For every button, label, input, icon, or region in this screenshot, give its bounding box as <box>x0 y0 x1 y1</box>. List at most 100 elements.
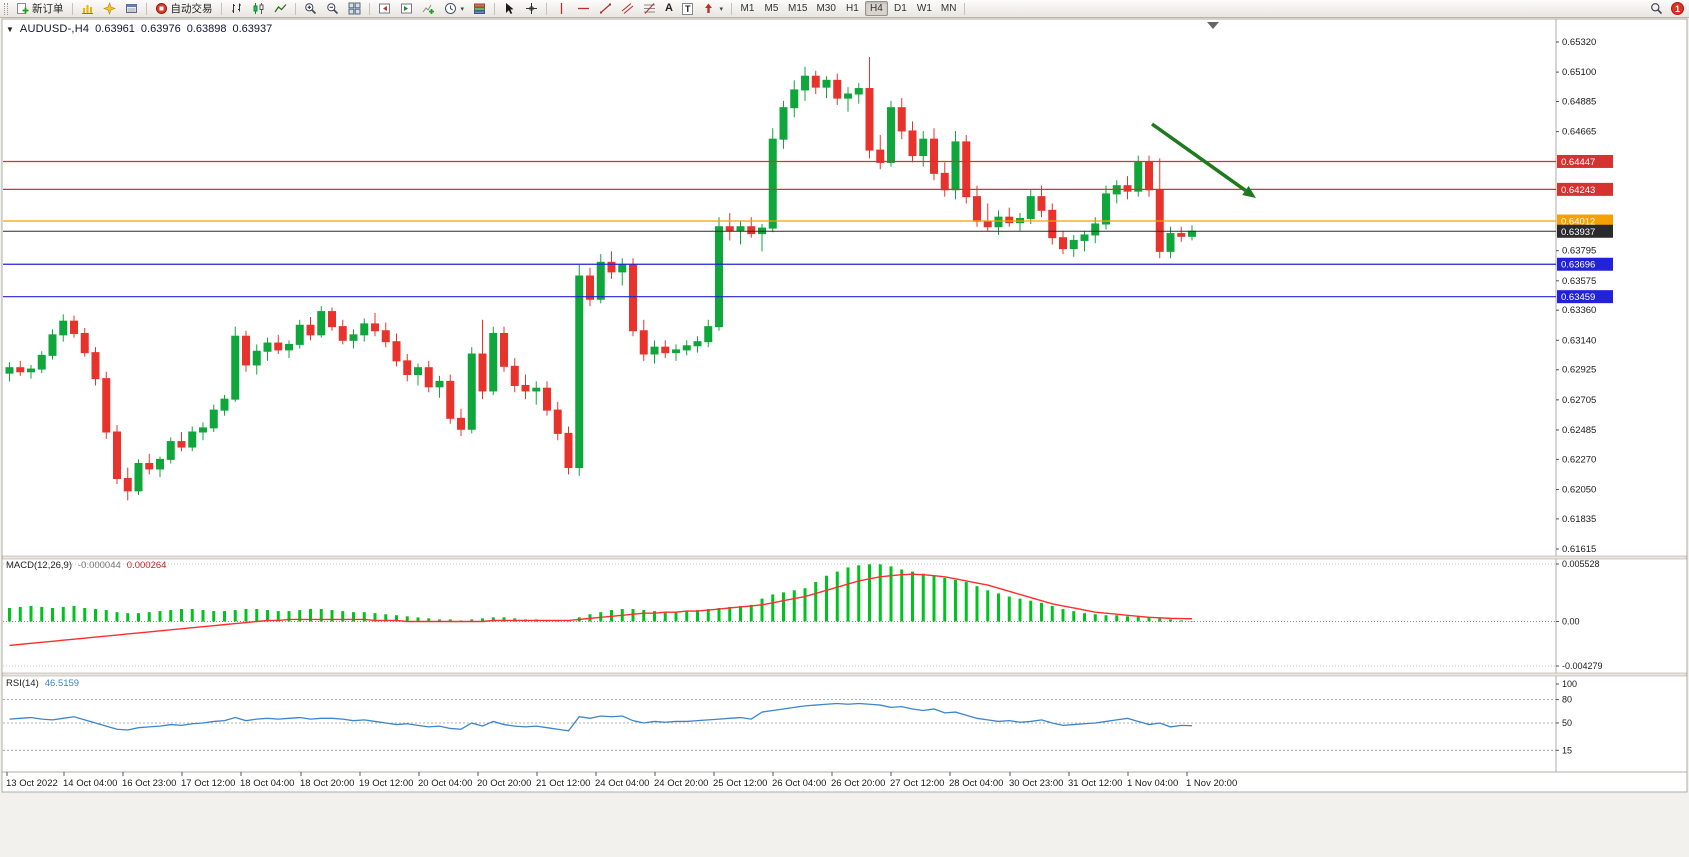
panel-separator-macd[interactable] <box>2 555 1687 560</box>
bar-chart-button[interactable] <box>226 1 247 16</box>
candle-body <box>510 365 519 386</box>
chart-high-value: 0.63976 <box>140 23 181 35</box>
candle-body <box>5 367 14 374</box>
time-label: 30 Oct 23:00 <box>1009 778 1063 789</box>
time-label: 1 Nov 04:00 <box>1127 778 1178 789</box>
label-tool-button[interactable]: T <box>678 1 698 16</box>
auto-scroll-button[interactable] <box>396 1 417 16</box>
candle-body <box>59 320 68 336</box>
navigator-button[interactable] <box>99 1 120 16</box>
channel-tool-button[interactable] <box>617 1 638 16</box>
candle-body <box>672 349 680 354</box>
timeframe-d1-button[interactable]: D1 <box>893 3 907 14</box>
timeframe-m1-button[interactable]: M1 <box>740 3 755 14</box>
time-label: 24 Oct 20:00 <box>654 778 708 789</box>
candle-body <box>543 387 551 411</box>
timeframe-m30-button[interactable]: M30 <box>816 3 836 14</box>
toolbar-separator <box>220 2 222 15</box>
panel-separator-rsi[interactable] <box>2 672 1687 677</box>
candle-body <box>811 75 820 88</box>
timeframe-w1-button[interactable]: W1 <box>916 3 932 14</box>
market-watch-button[interactable] <box>77 1 98 16</box>
candle-body <box>876 149 885 163</box>
trendline-tool-button[interactable] <box>595 1 616 16</box>
candle-body <box>682 345 691 351</box>
candle-body <box>435 380 444 388</box>
trend-arrow[interactable] <box>1150 122 1247 192</box>
rsi-axis-label: 50 <box>1562 718 1572 728</box>
trend-arrow-head[interactable] <box>1242 185 1256 198</box>
text-tool-button[interactable]: A <box>661 1 677 16</box>
candlestick-chart-icon <box>253 3 263 14</box>
candle-body <box>188 431 197 448</box>
autotrading-label: 自动交易 <box>170 3 213 15</box>
channel-icon <box>621 3 634 14</box>
tile-windows-button[interactable] <box>344 1 365 16</box>
navigator-icon <box>102 2 116 15</box>
time-label: 18 Oct 04:00 <box>240 778 294 789</box>
zoom-in-button[interactable] <box>300 1 321 16</box>
timeframe-mn-button[interactable]: MN <box>940 3 957 14</box>
fibonacci-tool-button[interactable] <box>639 1 660 16</box>
candle-body <box>930 138 938 174</box>
timeframe-h4-button[interactable]: H4 <box>864 1 888 16</box>
candle-body <box>27 368 35 373</box>
candle-body <box>252 350 261 366</box>
terminal-button[interactable] <box>121 1 142 16</box>
candle-body <box>37 354 46 370</box>
candle-body <box>199 427 207 433</box>
candle-body <box>1026 196 1035 220</box>
templates-button[interactable] <box>469 1 490 16</box>
price-tick: 0.63795 <box>1562 246 1596 257</box>
indicators-button[interactable] <box>418 1 439 16</box>
current-price-label: 0.63937 <box>1561 227 1595 238</box>
price-tick: 0.62270 <box>1562 454 1596 465</box>
periods-button[interactable]: ▾ <box>440 1 469 16</box>
candle-body <box>908 130 917 157</box>
crosshair-tool-button[interactable] <box>521 1 542 16</box>
time-label: 1 Nov 20:00 <box>1186 778 1237 789</box>
toolbar-separator <box>71 2 73 15</box>
search-button[interactable] <box>1646 1 1667 16</box>
candlestick-chart-button[interactable] <box>248 1 269 16</box>
current-price-badge <box>1557 224 1613 238</box>
arrow-tool-icon <box>705 3 713 13</box>
rsi-axis-label: 100 <box>1562 679 1577 689</box>
macd-name: MACD(12,26,9) <box>6 560 72 571</box>
candle-body <box>1005 216 1014 224</box>
chart-shift-marker[interactable] <box>1207 22 1219 29</box>
chart-shift-button[interactable] <box>374 1 395 16</box>
candle-body <box>457 417 465 430</box>
timeframe-h1-button[interactable]: H1 <box>845 3 859 14</box>
price-tick: 0.62705 <box>1562 395 1596 406</box>
chart-dropdown-icon[interactable]: ▼ <box>6 25 14 34</box>
chart-symbol-period: AUDUSD-,H4 <box>19 23 90 35</box>
candle-body <box>424 367 433 388</box>
price-tick: 0.62050 <box>1562 484 1596 495</box>
cursor-tool-button[interactable] <box>499 1 520 16</box>
zoom-out-button[interactable] <box>322 1 343 16</box>
timeframe-m15-button[interactable]: M15 <box>787 3 808 14</box>
candle-body <box>553 409 562 434</box>
candle-body <box>414 367 422 376</box>
candle-body <box>801 75 809 91</box>
crosshair-icon <box>526 3 538 14</box>
level-price-label: 0.64012 <box>1561 216 1595 227</box>
rsi-axis-label: 80 <box>1562 695 1572 705</box>
notification-badge[interactable]: 1 <box>1671 2 1684 15</box>
toolbar-drag-handle[interactable] <box>4 2 8 15</box>
timeframe-m5-button[interactable]: M5 <box>764 3 779 14</box>
autotrading-button[interactable]: 自动交易 <box>151 1 217 16</box>
candle-body <box>844 93 852 99</box>
arrows-tool-button[interactable]: ▾ <box>698 1 727 16</box>
line-chart-button[interactable] <box>270 1 291 16</box>
horizontal-line-tool-button[interactable] <box>573 1 594 16</box>
price-tick: 0.61615 <box>1562 544 1596 555</box>
vertical-line-tool-button[interactable] <box>551 1 572 16</box>
time-label: 21 Oct 12:00 <box>536 778 590 789</box>
chart-title: ▼ AUDUSD-,H4 0.63961 0.63976 0.63898 0.6… <box>6 23 272 35</box>
label-tool-icon: T <box>681 2 694 15</box>
line-chart-icon <box>273 4 286 13</box>
new-order-button[interactable]: 新订单 <box>12 1 68 16</box>
